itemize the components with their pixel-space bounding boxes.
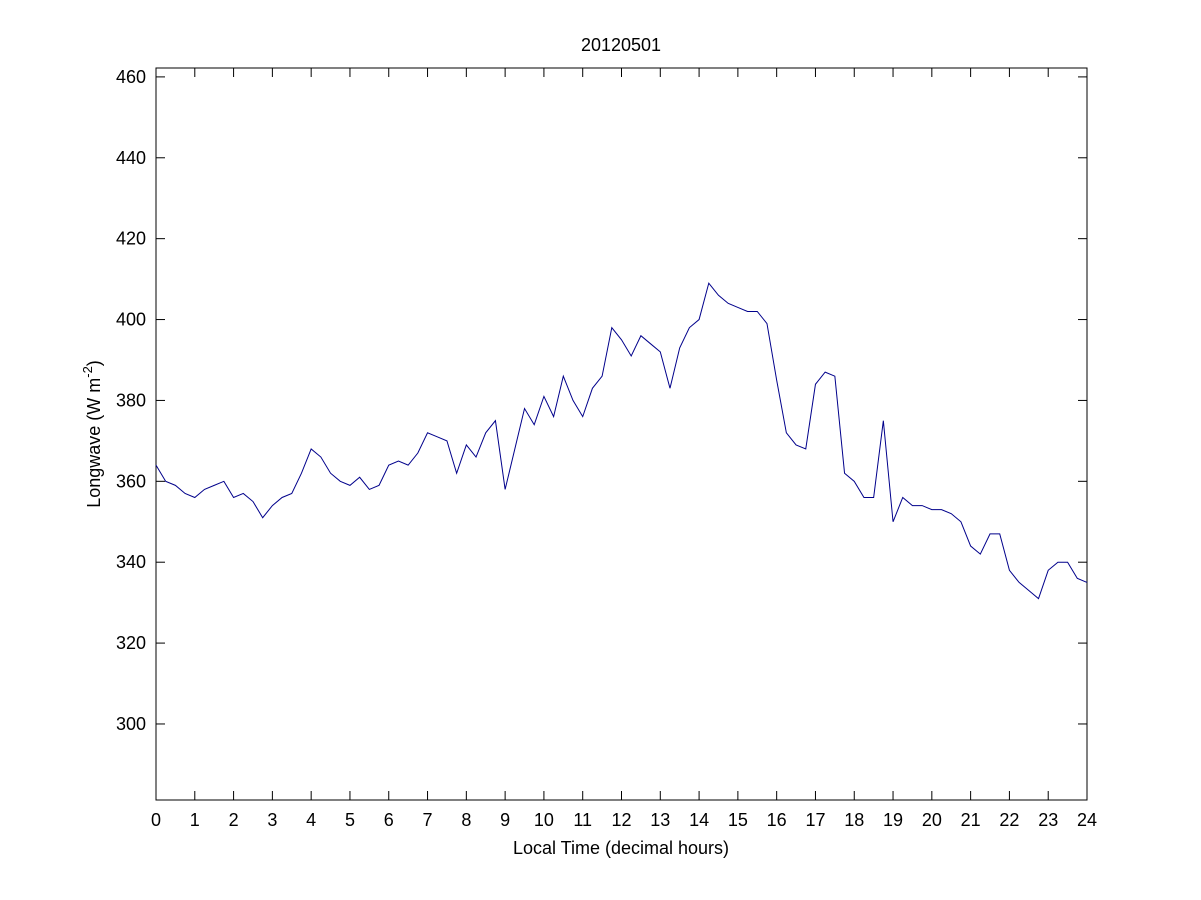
x-tick-label: 4 <box>306 810 316 830</box>
y-tick-label: 440 <box>116 148 146 168</box>
x-tick-label: 9 <box>500 810 510 830</box>
x-tick-label: 12 <box>611 810 631 830</box>
y-tick-label: 340 <box>116 552 146 572</box>
y-axis-label: Longwave (W m-2) <box>80 360 104 508</box>
data-line <box>155 282 1088 600</box>
y-tick-label: 460 <box>116 67 146 87</box>
x-tick-label: 7 <box>423 810 433 830</box>
y-tick-label: 400 <box>116 310 146 330</box>
x-axis-label: Local Time (decimal hours) <box>513 838 729 858</box>
y-tick-label: 420 <box>116 229 146 249</box>
x-tick-label: 1 <box>190 810 200 830</box>
y-tick-label: 360 <box>116 471 146 491</box>
x-tick-label: 11 <box>573 810 592 830</box>
y-axis-label-sup: -2 <box>80 366 95 378</box>
x-tick-label: 18 <box>844 810 864 830</box>
x-tick-label: 17 <box>805 810 825 830</box>
y-tick-label: 300 <box>116 714 146 734</box>
y-axis-label-end: ) <box>84 360 104 366</box>
x-tick-label: 13 <box>650 810 670 830</box>
x-tick-label: 8 <box>461 810 471 830</box>
x-tick-label: 15 <box>728 810 748 830</box>
x-tick-label: 3 <box>267 810 277 830</box>
chart-title: 20120501 <box>581 35 661 55</box>
x-tick-label: 21 <box>961 810 981 830</box>
x-tick-label: 19 <box>883 810 903 830</box>
x-tick-label: 10 <box>534 810 554 830</box>
y-tick-label: 380 <box>116 390 146 410</box>
y-axis-label-text: Longwave (W m <box>84 378 104 508</box>
x-tick-label: 5 <box>345 810 355 830</box>
plot-frame <box>155 67 1088 801</box>
y-tick-label: 320 <box>116 633 146 653</box>
x-tick-label: 22 <box>999 810 1019 830</box>
x-tick-label: 16 <box>767 810 787 830</box>
x-tick-label: 24 <box>1077 810 1097 830</box>
x-tick-label: 6 <box>384 810 394 830</box>
x-tick-label: 20 <box>922 810 942 830</box>
x-tick-label: 0 <box>151 810 161 830</box>
x-tick-label: 14 <box>689 810 709 830</box>
x-tick-label: 23 <box>1038 810 1058 830</box>
x-tick-label: 2 <box>229 810 239 830</box>
